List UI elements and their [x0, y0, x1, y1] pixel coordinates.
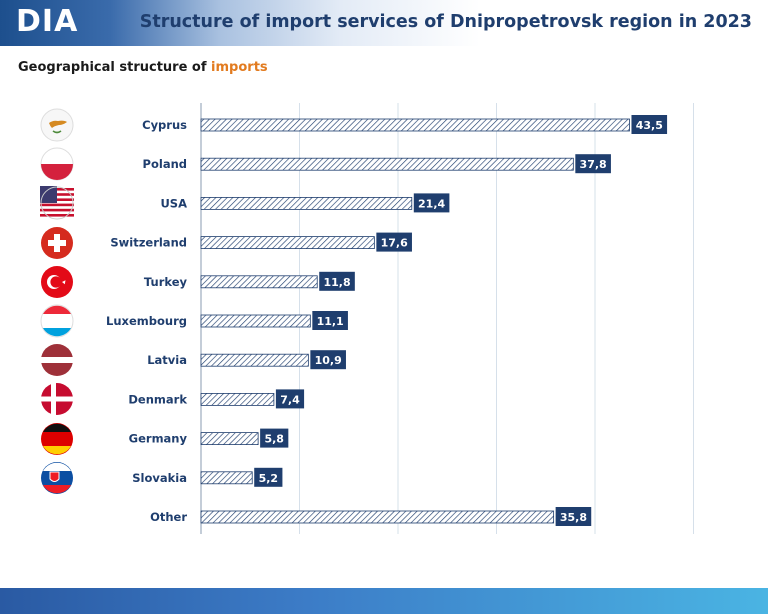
data-label: 7,4 — [280, 393, 300, 406]
category-label: Germany — [129, 432, 188, 446]
data-label-box — [312, 311, 348, 330]
denmark-flag-icon — [40, 382, 74, 416]
slovakia-flag-icon — [40, 461, 74, 495]
category-label: Turkey — [144, 275, 188, 289]
data-label-box — [254, 467, 283, 487]
bar — [200, 275, 318, 289]
data-label-box — [631, 115, 668, 134]
footer-bar — [0, 588, 768, 614]
category-label: Poland — [143, 157, 187, 171]
category-label: Latvia — [147, 353, 187, 367]
category-label: Other — [150, 510, 187, 524]
bar — [200, 314, 311, 328]
latvia-flag-icon — [40, 343, 74, 377]
category-label: USA — [160, 196, 187, 210]
bar — [200, 157, 574, 171]
bar — [200, 471, 253, 485]
usa-flag-icon — [40, 186, 74, 220]
bar — [200, 118, 630, 132]
page-title: Structure of import services of Dniprope… — [139, 12, 752, 32]
data-label: 10,9 — [315, 354, 342, 367]
subtitle-text: Geographical structure of — [18, 60, 212, 75]
turkey-flag-icon — [40, 265, 74, 299]
data-label-box — [310, 350, 346, 370]
bar — [200, 196, 413, 210]
category-label: Denmark — [128, 392, 187, 406]
category-label: Slovakia — [132, 471, 187, 485]
data-label: 35,8 — [560, 511, 587, 524]
data-label: 21,4 — [418, 197, 445, 210]
subtitle-accent: imports — [211, 60, 268, 75]
data-label: 5,2 — [259, 472, 279, 485]
category-label: Cyprus — [142, 118, 187, 132]
data-label: 37,8 — [580, 158, 607, 171]
data-label-box — [260, 428, 289, 448]
bar — [200, 432, 259, 446]
dia-logo: DIA — [16, 4, 79, 39]
data-label-box — [413, 193, 450, 213]
poland-flag-icon — [40, 147, 74, 181]
data-label: 5,8 — [264, 433, 284, 446]
data-label: 17,6 — [381, 237, 408, 250]
data-label-box — [575, 154, 611, 174]
data-label-box — [376, 232, 412, 252]
chart-subtitle: Geographical structure of imports — [18, 60, 268, 75]
category-label: Switzerland — [110, 236, 187, 250]
data-label: 43,5 — [636, 119, 663, 132]
category-label: Luxembourg — [106, 314, 187, 328]
header-banner: DIA Structure of import services of Dnip… — [0, 0, 768, 46]
luxembourg-flag-icon — [40, 304, 74, 338]
germany-flag-icon — [40, 422, 74, 456]
bar — [200, 353, 309, 367]
data-label-box — [319, 271, 355, 291]
data-label: 11,8 — [323, 276, 350, 289]
bar — [200, 236, 375, 250]
bar — [200, 510, 555, 524]
bar — [200, 392, 275, 406]
data-label: 11,1 — [317, 315, 344, 328]
switzerland-flag-icon — [40, 226, 74, 260]
cyprus-flag-icon — [40, 108, 74, 142]
data-label-box — [275, 389, 305, 409]
data-label-box — [555, 507, 592, 526]
